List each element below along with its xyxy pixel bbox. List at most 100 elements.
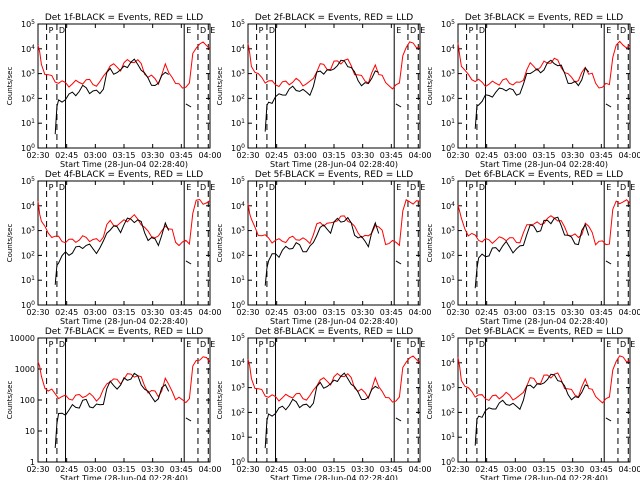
x-tick-label: 02:30: [446, 151, 469, 160]
x-tick-label: 04:00: [198, 151, 221, 160]
x-tick-label: 03:15: [532, 151, 555, 160]
panel-title: Det 5f-BLACK = Events, RED = LLD: [255, 170, 413, 180]
x-tick-label: 03:45: [170, 308, 193, 317]
y-tick-label: 105: [21, 176, 35, 186]
x-tick-label: 03:15: [112, 465, 135, 474]
y-tick-label: 103: [21, 69, 35, 79]
flag-label: P: [469, 26, 474, 35]
x-tick-label: 02:45: [55, 308, 78, 317]
flag-label: D: [200, 183, 206, 192]
y-tick-label: 101: [441, 118, 455, 128]
flag-label: E: [630, 183, 635, 192]
flag-label: E: [396, 183, 401, 192]
y-tick-label: 10: [25, 427, 35, 436]
x-tick-label: 02:45: [475, 308, 498, 317]
y-axis-label: Counts/sec: [6, 381, 14, 420]
flag-label: P: [469, 340, 474, 349]
x-tick-label: 03:45: [590, 308, 613, 317]
flag-label: E: [630, 340, 635, 349]
flag-label: P: [49, 26, 54, 35]
x-tick-label: 02:45: [475, 465, 498, 474]
flag-label: D: [59, 26, 65, 35]
y-tick-label: 104: [21, 44, 35, 54]
flag-label: E: [606, 26, 611, 35]
x-tick-label: 03:00: [294, 308, 317, 317]
x-tick-label: 04:00: [618, 465, 640, 474]
flag-label: E: [186, 340, 191, 349]
y-tick-label: 104: [231, 44, 245, 54]
x-tick-label: 03:15: [322, 465, 345, 474]
y-tick-label: 100: [21, 300, 35, 310]
x-tick-label: 04:00: [618, 308, 640, 317]
x-tick-label: 03:15: [112, 308, 135, 317]
y-tick-label: 101: [441, 432, 455, 442]
y-axis-label: Counts/sec: [216, 381, 224, 420]
events-series-segment: [395, 260, 402, 265]
panel-title: Det 8f-BLACK = Events, RED = LLD: [255, 327, 413, 337]
flag-label: E: [606, 340, 611, 349]
y-tick-label: 100: [441, 143, 455, 153]
panel-title: Det 1f-BLACK = Events, RED = LLD: [45, 13, 203, 23]
flag-label: D: [200, 26, 206, 35]
x-axis-label: Start Time (28-Jun-04 02:28:40): [60, 474, 188, 480]
x-axis-label: Start Time (28-Jun-04 02:28:40): [270, 474, 398, 480]
flag-label: D: [479, 340, 485, 349]
events-series-line: [474, 59, 590, 129]
y-tick-label: 105: [231, 19, 245, 29]
y-tick-label: 101: [441, 275, 455, 285]
flag-label: D: [269, 340, 275, 349]
x-tick-label: 03:00: [84, 308, 107, 317]
y-tick-label: 101: [21, 275, 35, 285]
x-tick-label: 03:00: [294, 465, 317, 474]
y-axis-label: Counts/sec: [216, 224, 224, 263]
x-tick-label: 03:30: [351, 151, 374, 160]
lld-series-line: [37, 41, 211, 89]
flag-label: P: [259, 183, 264, 192]
x-axis-label: Start Time (28-Jun-04 02:28:40): [270, 160, 398, 169]
y-tick-label: 104: [21, 201, 35, 211]
lld-series-line: [457, 40, 631, 89]
x-tick-label: 03:15: [532, 465, 555, 474]
y-axis-label: Counts/sec: [426, 381, 434, 420]
y-tick-label: 105: [231, 333, 245, 343]
events-series-line: [54, 58, 169, 135]
panel-title: Det 7f-BLACK = Events, RED = LLD: [45, 327, 203, 337]
y-tick-label: 104: [441, 44, 455, 54]
lld-series-line: [457, 355, 631, 404]
x-tick-label: 02:30: [26, 465, 49, 474]
x-tick-label: 03:00: [84, 465, 107, 474]
x-tick-label: 04:00: [408, 308, 431, 317]
y-tick-label: 103: [231, 383, 245, 393]
x-tick-label: 03:45: [380, 151, 403, 160]
x-tick-label: 03:30: [561, 151, 584, 160]
x-tick-label: 03:30: [141, 151, 164, 160]
flag-label: P: [469, 183, 474, 192]
x-tick-label: 03:30: [141, 308, 164, 317]
flag-label: D: [620, 26, 626, 35]
y-axis-label: Counts/sec: [6, 67, 14, 106]
x-tick-label: 03:45: [170, 465, 193, 474]
x-tick-label: 02:30: [236, 308, 259, 317]
y-tick-label: 1000: [15, 365, 35, 374]
events-series-segment: [605, 260, 612, 265]
flag-label: E: [186, 26, 191, 35]
x-tick-label: 03:00: [294, 151, 317, 160]
x-tick-label: 03:30: [351, 308, 374, 317]
flag-label: E: [420, 183, 425, 192]
x-tick-label: 03:45: [170, 151, 193, 160]
x-tick-label: 02:45: [265, 308, 288, 317]
x-tick-label: 03:15: [322, 151, 345, 160]
x-tick-label: 02:30: [26, 308, 49, 317]
flag-label: D: [410, 26, 416, 35]
x-tick-label: 03:00: [504, 308, 527, 317]
panel-title: Det 4f-BLACK = Events, RED = LLD: [45, 170, 203, 180]
y-tick-label: 105: [441, 176, 455, 186]
y-tick-label: 100: [231, 143, 245, 153]
x-tick-label: 03:15: [112, 151, 135, 160]
y-tick-label: 102: [21, 93, 35, 103]
events-series-line: [264, 59, 379, 132]
x-tick-label: 04:00: [618, 151, 640, 160]
x-tick-label: 02:30: [446, 465, 469, 474]
events-series-line: [54, 217, 170, 285]
flag-label: P: [259, 26, 264, 35]
